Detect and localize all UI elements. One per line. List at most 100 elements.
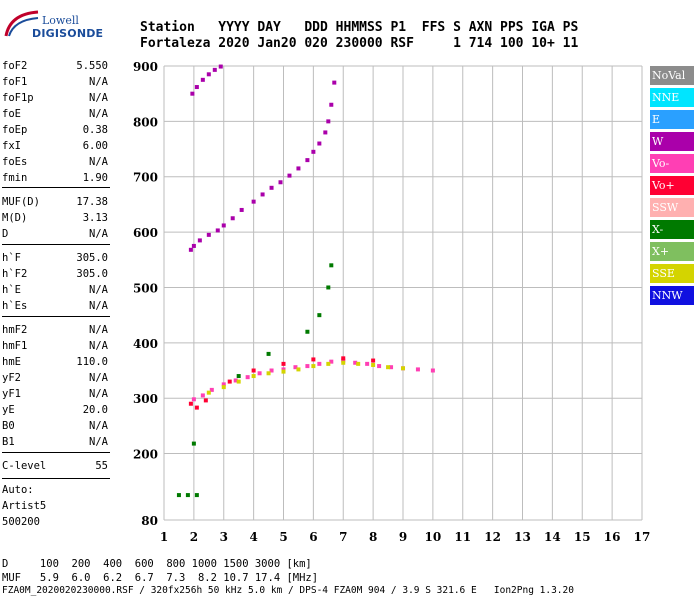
- param-row: fxI 6.00: [2, 140, 108, 156]
- data-point: [353, 360, 358, 365]
- param-label: D: [2, 228, 9, 240]
- legend-item: SSW: [650, 198, 694, 217]
- data-point: [332, 80, 337, 85]
- param-row: foE N/A: [2, 108, 108, 124]
- param-row: foF2 5.550: [2, 60, 108, 76]
- param-row: foEs N/A: [2, 156, 108, 172]
- y-tick-label: 900: [133, 60, 158, 74]
- param-value: 55: [95, 460, 108, 472]
- param-label: B0: [2, 420, 15, 432]
- auto-line3: 500200: [2, 516, 40, 528]
- x-tick-label: 8: [369, 530, 377, 544]
- param-separator: [2, 244, 110, 245]
- param-value: N/A: [89, 108, 108, 120]
- param-row: B0 N/A: [2, 420, 108, 436]
- data-point: [305, 329, 310, 334]
- data-point: [245, 375, 250, 380]
- auto-line2: Artist5: [2, 500, 47, 512]
- data-point: [212, 67, 217, 72]
- data-point: [176, 493, 181, 498]
- param-row: B1 N/A: [2, 436, 108, 452]
- legend-item: NNW: [650, 286, 694, 305]
- legend-item: Vo+: [650, 176, 694, 195]
- data-point: [278, 180, 283, 185]
- data-point: [305, 364, 310, 369]
- param-row: h`F 305.0: [2, 252, 108, 268]
- data-point: [287, 173, 292, 178]
- param-label: foEs: [2, 156, 28, 168]
- data-point: [293, 365, 298, 370]
- param-label: B1: [2, 436, 15, 448]
- data-point: [365, 361, 370, 366]
- data-point: [317, 141, 322, 146]
- param-value: N/A: [89, 324, 108, 336]
- x-tick-label: 14: [544, 530, 561, 544]
- data-point: [323, 130, 328, 135]
- muf-row: MUF 5.9 6.0 6.2 6.7 7.3 8.2 10.7 17.4 [M…: [2, 572, 319, 584]
- param-row: C-level 55: [2, 460, 108, 476]
- param-label: yF1: [2, 388, 21, 400]
- param-value: N/A: [89, 284, 108, 296]
- data-point: [236, 374, 241, 379]
- data-point: [389, 365, 394, 370]
- x-tick-label: 7: [339, 530, 347, 544]
- y-tick-label: 700: [133, 171, 158, 185]
- y-tick-label: 800: [133, 115, 158, 129]
- legend-item: X-: [650, 220, 694, 239]
- param-row: M(D) 3.13: [2, 212, 108, 228]
- y-tick-label: 80: [141, 514, 158, 528]
- legend-item: NNE: [650, 88, 694, 107]
- data-point: [341, 360, 346, 365]
- x-tick-label: 1: [160, 530, 168, 544]
- file-info-footer: FZA0M_2020020230000.RSF / 320fx256h 50 k…: [2, 585, 574, 596]
- d-row: D 100 200 400 600 800 1000 1500 3000 [km…: [2, 558, 312, 570]
- param-row: MUF(D) 17.38: [2, 196, 108, 212]
- data-point: [329, 359, 334, 364]
- param-label: yE: [2, 404, 15, 416]
- y-tick-label: 200: [133, 448, 158, 462]
- x-tick-label: 9: [399, 530, 407, 544]
- param-value: 0.38: [82, 124, 108, 136]
- param-label: hmF2: [2, 324, 28, 336]
- data-point: [221, 382, 226, 387]
- param-row: foF1p N/A: [2, 92, 108, 108]
- x-tick-label: 2: [190, 530, 198, 544]
- param-value: N/A: [89, 372, 108, 384]
- data-point: [251, 199, 256, 204]
- param-row: h`Es N/A: [2, 300, 108, 316]
- param-label: M(D): [2, 212, 28, 224]
- y-tick-label: 600: [133, 226, 158, 240]
- data-point: [185, 493, 190, 498]
- lowell-digisonde-logo: Lowell DIGISONDE: [4, 6, 104, 48]
- legend-item: Vo-: [650, 154, 694, 173]
- data-point: [230, 216, 235, 221]
- param-row: foEp 0.38: [2, 124, 108, 140]
- x-tick-label: 6: [309, 530, 317, 544]
- data-point: [281, 369, 286, 374]
- y-tick-label: 500: [133, 281, 158, 295]
- param-value: N/A: [89, 156, 108, 168]
- data-point: [194, 405, 199, 410]
- data-point: [257, 371, 262, 376]
- param-row: foF1 N/A: [2, 76, 108, 92]
- param-row: yE 20.0: [2, 404, 108, 420]
- y-tick-label: 400: [133, 337, 158, 351]
- param-label: foEp: [2, 124, 28, 136]
- data-point: [190, 91, 195, 96]
- param-value: 1.90: [82, 172, 108, 184]
- data-point: [227, 379, 232, 384]
- data-point: [386, 365, 391, 370]
- data-point: [233, 378, 238, 383]
- legend-item: SSE: [650, 264, 694, 283]
- data-point: [206, 232, 211, 237]
- legend-item: NoVal: [650, 66, 694, 85]
- polarization-legend: NoVal NNE E W Vo- Vo+ SSW X- X+ SSE NNW: [650, 66, 694, 308]
- x-tick-label: 11: [454, 530, 471, 544]
- data-point: [326, 361, 331, 366]
- param-value: 305.0: [76, 252, 108, 264]
- param-label: yF2: [2, 372, 21, 384]
- logo-line2: DIGISONDE: [32, 27, 104, 40]
- data-point: [281, 367, 286, 372]
- data-point: [188, 401, 193, 406]
- param-row: hmF1 N/A: [2, 340, 108, 356]
